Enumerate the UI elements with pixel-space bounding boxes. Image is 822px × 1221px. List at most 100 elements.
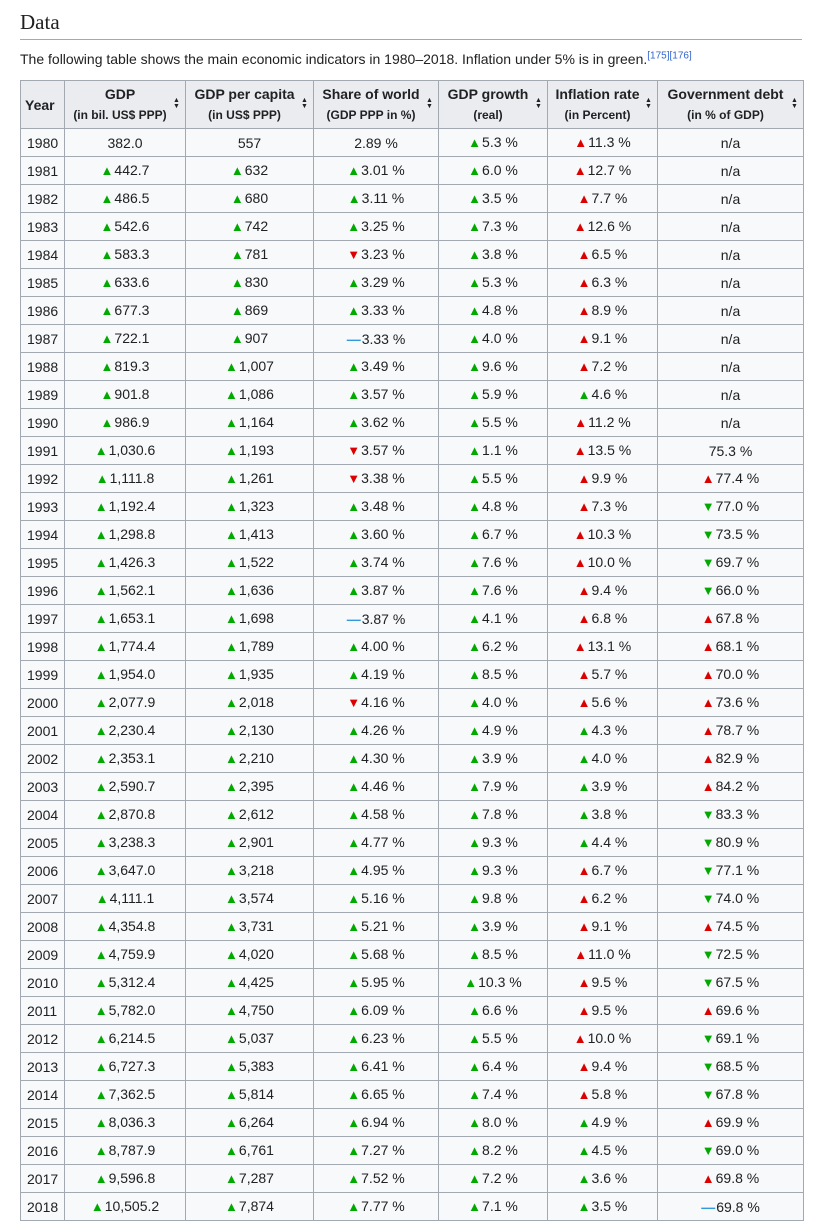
cell-value: 1,111.8 (109, 470, 155, 486)
value-cell: ▲5,383 (185, 1052, 314, 1081)
value-cell: ▲5.3 % (438, 128, 548, 157)
increase-arrow-icon: ▲ (347, 583, 361, 598)
cell-value: 3.8 % (482, 246, 518, 262)
cell-value: 69.8 % (715, 1170, 760, 1186)
year-cell: 2006 (20, 856, 65, 885)
cell-value: 68.5 % (715, 1058, 760, 1074)
cell-value: 1,323 (238, 498, 274, 514)
increase-arrow-icon: ▲ (468, 1143, 482, 1158)
cell-value: 3.25 % (361, 218, 405, 234)
column-header[interactable]: Inflation rate (in Percent) ▲ ▼ (547, 80, 658, 129)
increase-arrow-icon: ▲ (347, 163, 361, 178)
cell-value: 4,425 (238, 974, 274, 990)
increase-arrow-icon: ▲ (347, 1059, 361, 1074)
year-cell: 2017 (20, 1164, 65, 1193)
value-cell: n/a (657, 296, 804, 325)
increase-arrow-icon: ▲ (225, 499, 238, 514)
increase-arrow-icon: ▲ (347, 219, 361, 234)
value-cell: 2.89 % (313, 128, 439, 157)
cell-value: 7.77 % (361, 1198, 405, 1214)
value-cell: ▲1,522 (185, 548, 314, 577)
column-header[interactable]: GDP per capita (in US$ PPP) ▲ ▼ (185, 80, 314, 129)
cell-value: 6.2 % (482, 638, 518, 654)
cell-value: 10.3 % (587, 526, 632, 542)
cell-value: 632 (244, 162, 269, 178)
cell-value: 819.3 (114, 358, 150, 374)
increase-arrow-icon: ▲ (347, 639, 361, 654)
increase-arrow-icon: ▲ (95, 891, 109, 906)
sort-icon[interactable]: ▲ ▼ (791, 97, 798, 110)
table-row: 1996 ▲1,562.1 ▲1,636 ▲3.87 % ▲7.6 % ▲9.4 % ▼66… (20, 576, 804, 605)
cell-value: 7.2 % (591, 358, 628, 374)
table-row: 1998 ▲1,774.4 ▲1,789 ▲4.00 % ▲6.2 % ▲13.1 % ▲6… (20, 632, 804, 661)
value-cell: ▲1,298.8 (64, 520, 186, 549)
cell-value: 5.68 % (361, 946, 405, 962)
column-header[interactable]: Share of world (GDP PPP in %) ▲ ▼ (313, 80, 439, 129)
cell-value: 7.3 % (591, 498, 628, 514)
value-cell: ▼67.8 % (657, 1080, 804, 1109)
value-cell: ▲1.1 % (438, 436, 548, 465)
cell-value: 10.3 % (478, 974, 522, 990)
cell-value: 3.74 % (361, 554, 405, 570)
value-cell: ▲4,759.9 (64, 940, 186, 969)
cell-value: 2,077.9 (108, 694, 156, 710)
increase-arrow-icon: ▲ (100, 275, 114, 290)
value-cell: ▲9.5 % (547, 968, 658, 997)
unchanged-icon: — (346, 330, 361, 347)
sort-icon[interactable]: ▲ ▼ (173, 97, 180, 110)
cell-value: 1,193 (238, 442, 274, 458)
sort-icon[interactable]: ▲ ▼ (426, 97, 433, 110)
column-header[interactable]: Government debt (in % of GDP) ▲ ▼ (657, 80, 804, 129)
column-header-label: GDP growth (447, 86, 529, 102)
increase-arrow-icon: ▲ (574, 947, 588, 962)
column-header[interactable]: GDP (in bil. US$ PPP) ▲ ▼ (64, 80, 186, 129)
cell-value: 73.6 % (715, 694, 760, 710)
increase-arrow-icon: ▲ (225, 415, 238, 430)
increase-arrow-icon: ▲ (347, 275, 361, 290)
value-cell: ▲542.6 (64, 212, 186, 241)
value-cell: 75.3 % (657, 436, 804, 465)
cell-value: 6.65 % (361, 1086, 405, 1102)
cell-value: 5.3 % (482, 274, 518, 290)
table-row: 1981 ▲442.7 ▲632 ▲3.01 % ▲6.0 % ▲12.7 % n/a (20, 156, 804, 185)
column-header[interactable]: Year (20, 80, 65, 129)
value-cell: ▲69.6 % (657, 996, 804, 1025)
increase-arrow-icon: ▲ (701, 471, 715, 486)
value-cell: ▲1,935 (185, 660, 314, 689)
increase-arrow-icon: ▲ (347, 1199, 361, 1214)
year-cell: 2003 (20, 772, 65, 801)
value-cell: ▲74.5 % (657, 912, 804, 941)
cell-value: 74.0 % (715, 890, 760, 906)
column-header[interactable]: GDP growth (real) ▲ ▼ (438, 80, 548, 129)
increase-arrow-icon: ▲ (577, 331, 591, 346)
value-cell: ▲3.8 % (438, 240, 548, 269)
increase-arrow-icon: ▲ (468, 247, 482, 262)
increase-arrow-icon: ▲ (225, 667, 238, 682)
reference-link[interactable]: [176] (669, 50, 692, 62)
value-cell: ▲1,774.4 (64, 632, 186, 661)
cell-value: 8.0 % (482, 1114, 518, 1130)
value-cell: n/a (657, 268, 804, 297)
cell-value: 5.5 % (482, 1030, 518, 1046)
value-cell: ▲6.23 % (313, 1024, 439, 1053)
value-cell: ▲5,037 (185, 1024, 314, 1053)
increase-arrow-icon: ▲ (468, 191, 482, 206)
cell-value: 10.0 % (587, 1030, 632, 1046)
sort-icon[interactable]: ▲ ▼ (645, 97, 652, 110)
cell-value: 1,636 (238, 582, 274, 598)
year-cell: 1997 (20, 604, 65, 633)
value-cell: ▲5.68 % (313, 940, 439, 969)
sort-icon[interactable]: ▲ ▼ (535, 97, 542, 110)
value-cell: ▲69.9 % (657, 1108, 804, 1137)
increase-arrow-icon: ▲ (468, 499, 482, 514)
reference-link[interactable]: [175] (647, 50, 670, 62)
cell-value: 6.5 % (591, 246, 628, 262)
cell-value: 6,727.3 (108, 1058, 156, 1074)
value-cell: ▲4.00 % (313, 632, 439, 661)
value-cell: ▲4.8 % (438, 296, 548, 325)
increase-arrow-icon: ▲ (100, 415, 114, 430)
sort-icon[interactable]: ▲ ▼ (301, 97, 308, 110)
cell-value: 3.57 % (361, 386, 405, 402)
value-cell: ▲9.6 % (438, 352, 548, 381)
increase-arrow-icon: ▲ (701, 611, 715, 626)
